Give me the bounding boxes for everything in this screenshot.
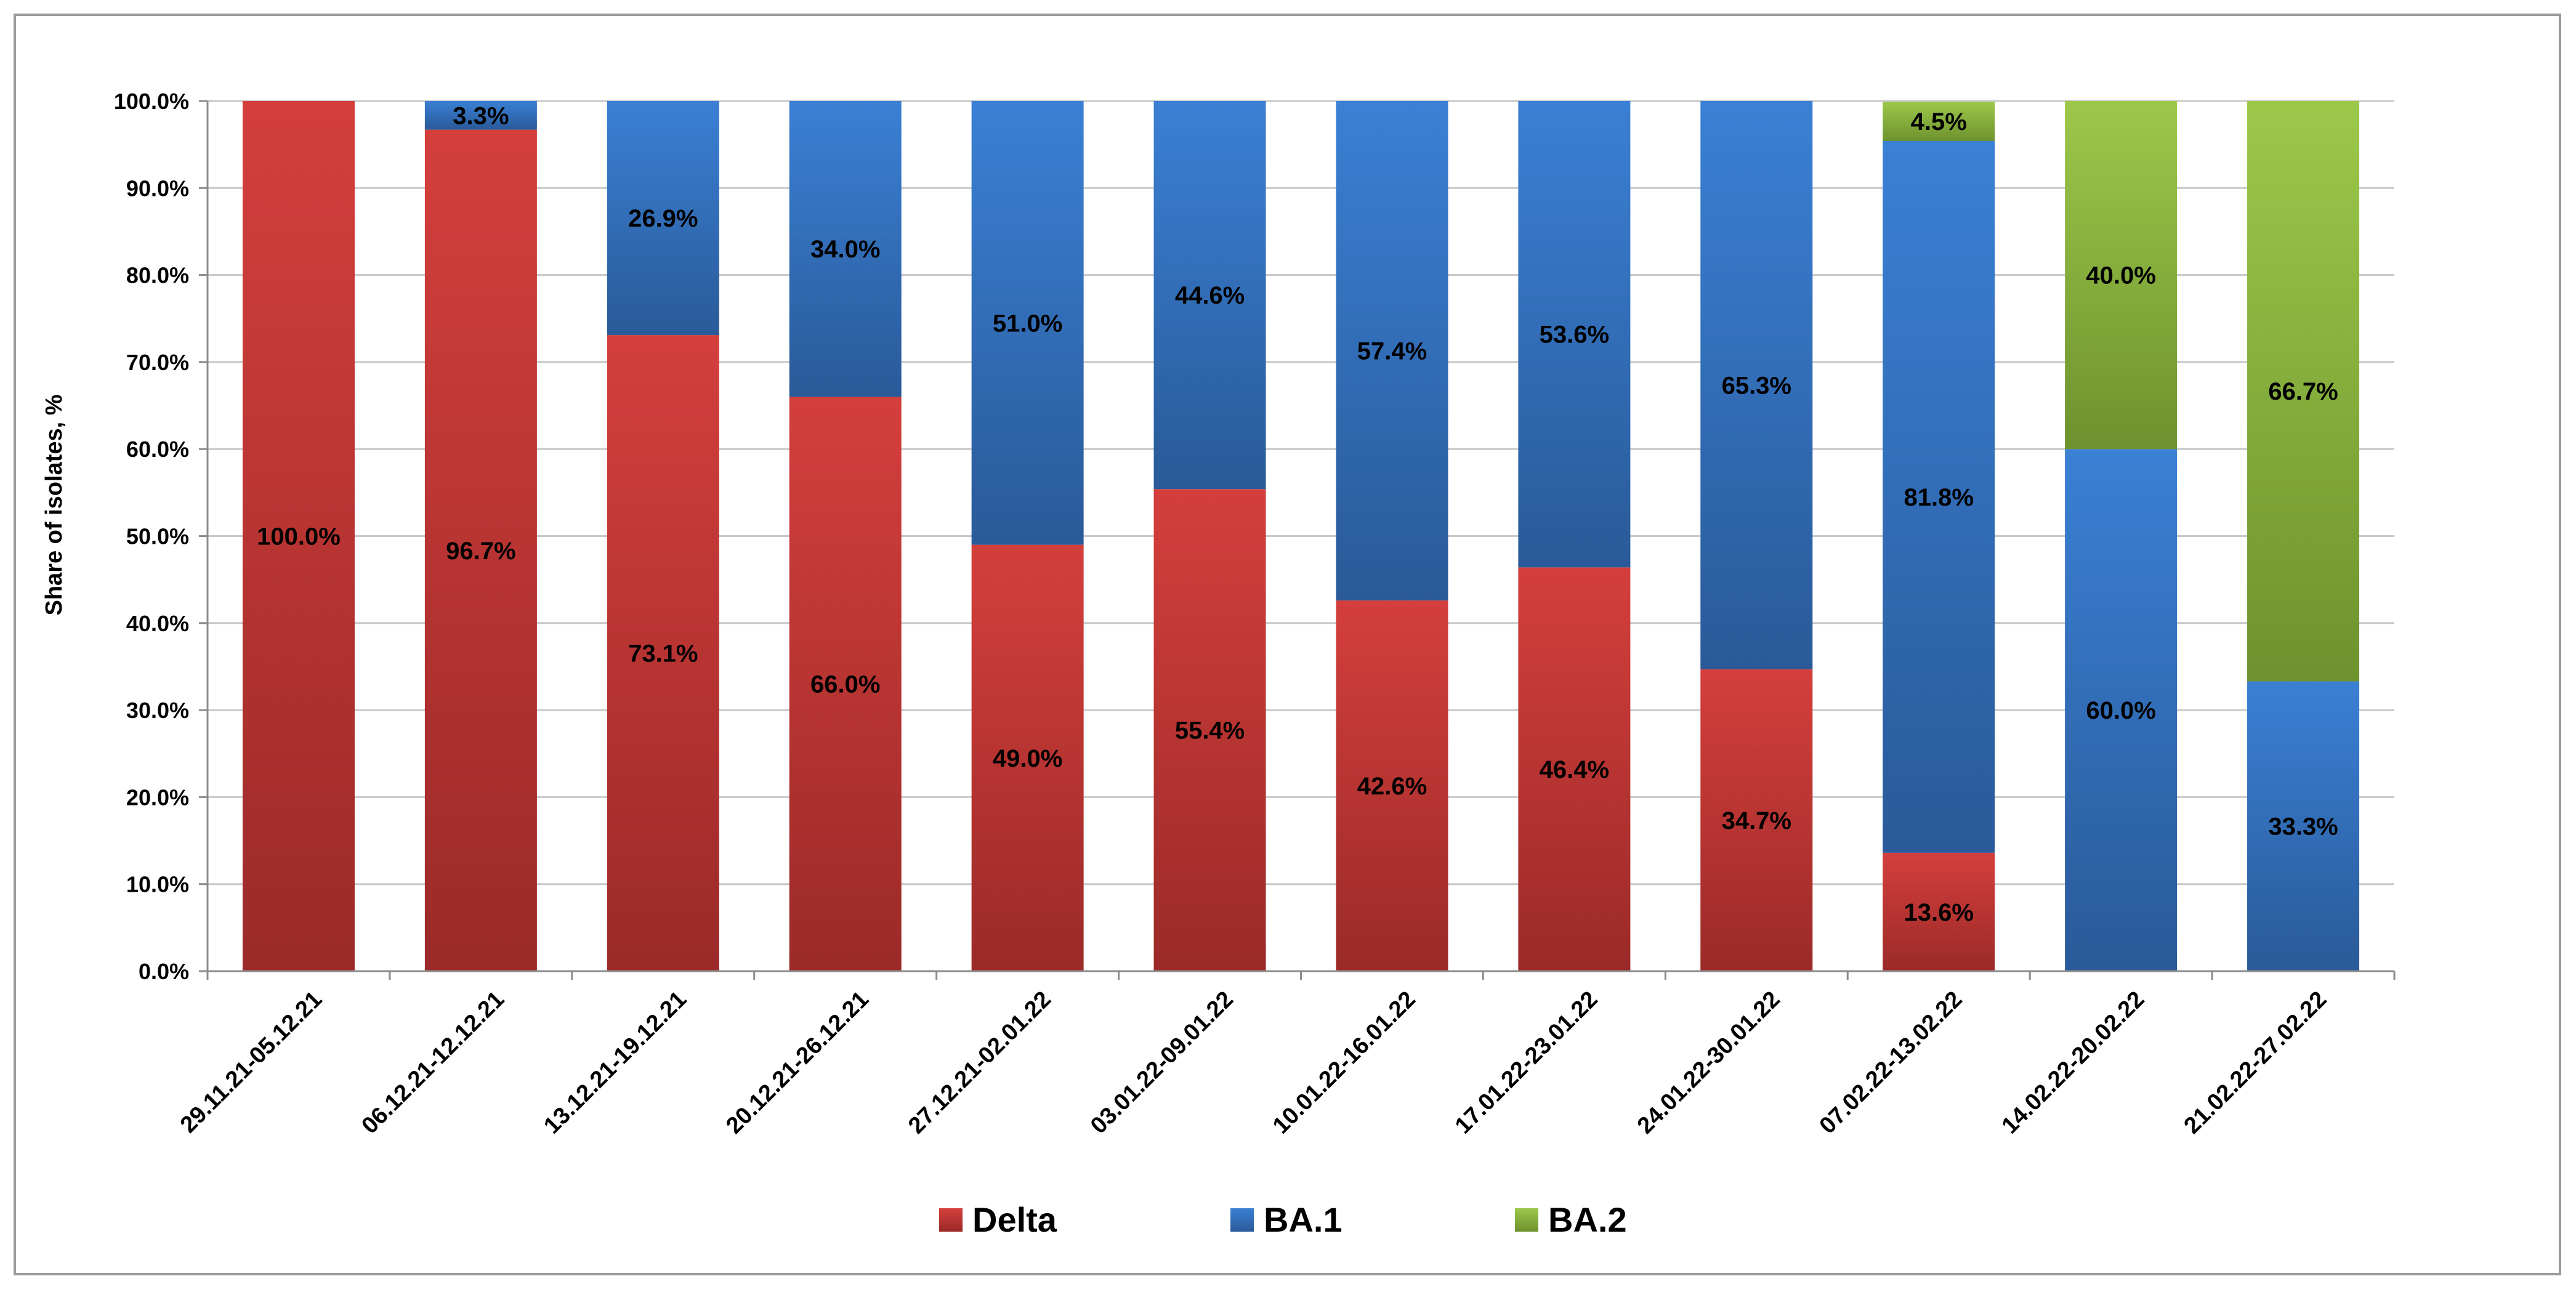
- legend-swatch-ba1: [1230, 1208, 1254, 1232]
- data-label: 60.0%: [2086, 697, 2155, 724]
- x-tick-label: 13.12.21-19.12.21: [539, 987, 692, 1139]
- y-tick-label: 80.0%: [126, 263, 189, 288]
- y-tick-label: 0.0%: [139, 959, 189, 984]
- data-label: 66.0%: [810, 671, 880, 698]
- data-label: 26.9%: [628, 205, 698, 232]
- bar-ba1: [789, 101, 902, 397]
- bar-ba1: [424, 101, 537, 130]
- data-label: 73.1%: [628, 640, 698, 668]
- x-tick-label: 17.01.22-23.01.22: [1450, 987, 1603, 1139]
- data-label: 40.0%: [2086, 262, 2155, 289]
- bar-ba1: [1153, 101, 1266, 490]
- data-label: 46.4%: [1540, 756, 1609, 783]
- data-label: 65.3%: [1722, 372, 1791, 399]
- legend: Delta BA.1 BA.2: [939, 1200, 1627, 1239]
- data-label: 34.7%: [1722, 807, 1791, 834]
- data-label: 3.3%: [453, 102, 509, 129]
- x-tick-label: 10.01.22-16.01.22: [1268, 987, 1421, 1139]
- bar-ba1: [2247, 681, 2360, 971]
- data-label: 53.6%: [1540, 321, 1609, 349]
- legend-swatch-ba2: [1515, 1208, 1538, 1232]
- y-tick-label: 30.0%: [126, 698, 189, 723]
- data-label: 66.7%: [2268, 378, 2338, 405]
- bar-delta: [242, 101, 355, 971]
- data-label: 49.0%: [993, 745, 1062, 772]
- bar-ba1: [607, 101, 719, 336]
- y-tick-label: 90.0%: [126, 176, 189, 201]
- gridlines: [208, 100, 2394, 886]
- bar-ba1: [1700, 101, 1813, 669]
- x-tick-label: 06.12.21-12.12.21: [357, 987, 509, 1139]
- y-tick-label: 10.0%: [126, 872, 189, 897]
- bar-ba1: [971, 101, 1084, 545]
- data-label: 4.5%: [1911, 108, 1967, 135]
- data-label: 33.3%: [2268, 814, 2338, 841]
- data-label: 55.4%: [1175, 717, 1245, 745]
- bar-delta: [1518, 567, 1631, 971]
- bar-delta: [1700, 669, 1813, 971]
- bar-delta: [971, 544, 1084, 971]
- data-label: 51.0%: [993, 310, 1062, 337]
- legend-label: Delta: [972, 1200, 1057, 1239]
- x-tick-label: 07.02.22-13.02.22: [1815, 987, 1968, 1139]
- y-tick-label: 70.0%: [126, 350, 189, 375]
- x-tick-label: 14.02.22-20.02.22: [1997, 987, 2150, 1139]
- bar-delta: [1153, 489, 1266, 971]
- bar-delta: [1336, 600, 1448, 971]
- x-tick-label: 24.01.22-30.01.22: [1633, 987, 1785, 1139]
- bar-ba2: [1883, 102, 1995, 141]
- x-tick-label: 21.02.22-27.02.22: [2179, 987, 2332, 1139]
- bar-delta: [1883, 852, 1995, 971]
- x-tick-label: 20.12.21-26.12.21: [721, 987, 874, 1139]
- data-label: 13.6%: [1904, 899, 1973, 926]
- x-tick-label: 29.11.21-05.12.21: [176, 987, 327, 1138]
- bar-ba1: [2065, 449, 2178, 971]
- y-tick-label: 60.0%: [126, 437, 189, 462]
- data-label: 100.0%: [257, 523, 341, 551]
- data-labels: 100.0% 96.7% 3.3% 73.1% 26.9% 66.0% 34.0% 49.0%…: [257, 102, 2338, 926]
- legend-label: BA.1: [1264, 1200, 1343, 1239]
- bar-ba2: [2065, 101, 2178, 450]
- data-label: 42.6%: [1357, 773, 1427, 800]
- data-label: 81.8%: [1904, 484, 1973, 511]
- y-axis-label: Share of isolates, %: [41, 394, 67, 615]
- y-tick-label: 40.0%: [126, 611, 189, 636]
- bar-ba1: [1518, 101, 1631, 568]
- y-tick-label: 50.0%: [126, 524, 189, 549]
- bars: [242, 101, 2360, 972]
- bar-delta: [607, 335, 719, 972]
- data-label: 44.6%: [1175, 282, 1245, 309]
- bar-delta: [789, 397, 902, 971]
- x-tick-label: 03.01.22-09.01.22: [1086, 987, 1238, 1139]
- y-tick-label: 100.0%: [114, 89, 189, 114]
- x-tick-label: 27.12.21-02.01.22: [903, 987, 1056, 1139]
- data-label: 34.0%: [810, 236, 880, 263]
- data-label: 96.7%: [446, 538, 515, 565]
- bar-ba2: [2247, 101, 2360, 682]
- y-tick-label: 20.0%: [126, 785, 189, 810]
- bar-ba1: [1336, 101, 1448, 601]
- bar-ba1: [1883, 140, 1995, 853]
- legend-swatch-delta: [939, 1208, 963, 1232]
- bar-delta: [424, 129, 537, 971]
- data-label: 57.4%: [1357, 338, 1427, 365]
- legend-label: BA.2: [1548, 1200, 1627, 1239]
